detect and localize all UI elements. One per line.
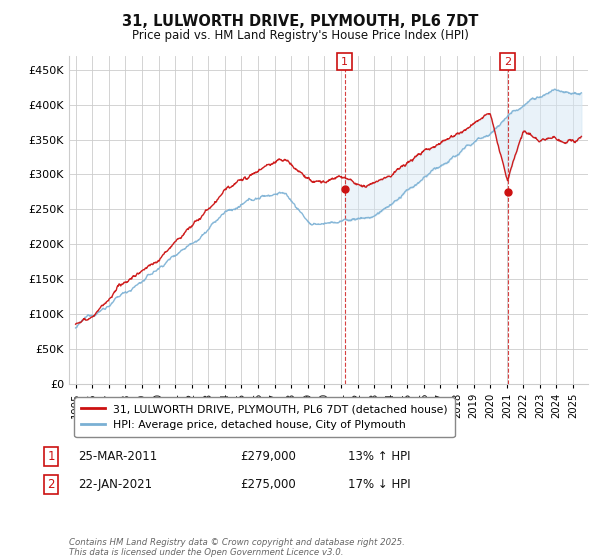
Text: 2: 2 [47,478,55,491]
Text: 17% ↓ HPI: 17% ↓ HPI [348,478,410,491]
Text: £275,000: £275,000 [240,478,296,491]
Text: 2: 2 [504,57,511,67]
Text: 1: 1 [341,57,348,67]
Text: 13% ↑ HPI: 13% ↑ HPI [348,450,410,463]
Legend: 31, LULWORTH DRIVE, PLYMOUTH, PL6 7DT (detached house), HPI: Average price, deta: 31, LULWORTH DRIVE, PLYMOUTH, PL6 7DT (d… [74,398,455,437]
Text: Contains HM Land Registry data © Crown copyright and database right 2025.
This d: Contains HM Land Registry data © Crown c… [69,538,405,557]
Text: 1: 1 [47,450,55,463]
Text: 22-JAN-2021: 22-JAN-2021 [78,478,152,491]
Text: £279,000: £279,000 [240,450,296,463]
Text: 31, LULWORTH DRIVE, PLYMOUTH, PL6 7DT: 31, LULWORTH DRIVE, PLYMOUTH, PL6 7DT [122,14,478,29]
Text: 25-MAR-2011: 25-MAR-2011 [78,450,157,463]
Text: Price paid vs. HM Land Registry's House Price Index (HPI): Price paid vs. HM Land Registry's House … [131,29,469,42]
